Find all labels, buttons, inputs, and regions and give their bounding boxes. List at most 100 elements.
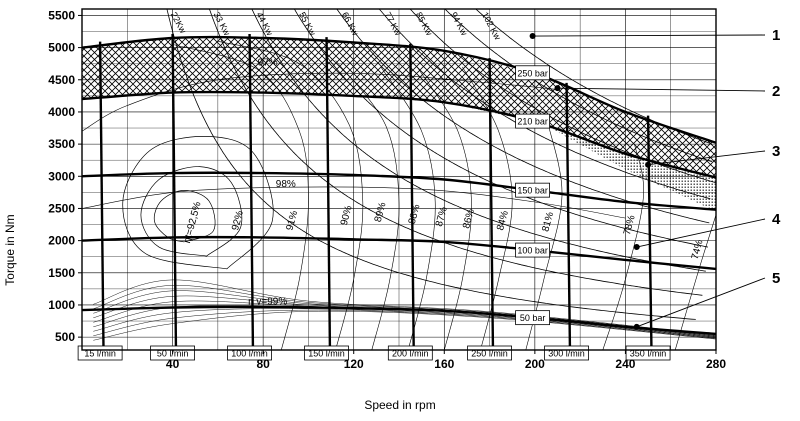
x-tick-label: 120 [344,357,364,371]
x-tick-label: 240 [615,357,635,371]
y-tick-label: 3000 [48,169,75,183]
callouts: 1 2 3 4 5 [529,27,781,330]
efficiency-contour [335,60,400,351]
x-tick-label: 80 [256,357,270,371]
flow-line [325,37,332,351]
pressure-curve [81,305,717,336]
pressure-curve [81,235,717,271]
efficiency-label: 92% [230,209,246,231]
pressure-label-box [515,242,550,258]
callout-leader [636,218,766,248]
efficiency-label: 90% [339,204,355,226]
pressure-label: 250 bar [517,68,548,78]
callout-leader [648,150,766,166]
pressure-label: 210 bar [517,117,548,127]
efficiency-contour [93,309,717,339]
flow-line [248,33,255,351]
power-curve-label: 94 Kw [449,10,470,37]
x-axis-label: Speed in rpm [364,398,435,412]
power-curve-label: 44 Kw [254,10,275,37]
callout-leader [636,277,766,328]
flow-label: 250 l/min [471,349,508,359]
pressure-label: 100 bar [517,246,548,256]
flow-line [98,41,105,351]
y-tick-label: 4000 [48,105,75,119]
y-tick-label: 3500 [48,137,75,151]
efficiency-contour [93,310,717,341]
efficiency-label: 88% [407,203,423,225]
flow-line [565,82,572,351]
efficiency-label: 91% [285,209,301,231]
pressure-label-box [515,65,550,81]
plot-frame [81,8,717,351]
efficiency-label: 87% [434,206,450,228]
pressure-label-box [515,182,550,198]
y-tick-label: 2500 [48,201,75,215]
efficiency-contour [93,308,717,339]
efficiency-label: 89% [373,201,389,223]
efficiency-contour [93,285,717,336]
power-curve-label: 66 Kw [340,10,361,37]
flow-label: 150 l/min [308,349,345,359]
efficiency-label: 98% [276,179,296,190]
x-tick-label: 200 [525,357,545,371]
chart-labels: Torque in Nm Speed in rpm [3,214,436,412]
flow-label: 15 l/min [84,349,116,359]
y-tick-label: 5500 [48,8,75,22]
pressure-label: 150 bar [517,186,548,196]
operating-bands [82,38,716,212]
y-tick-label: 5000 [48,41,75,55]
x-tick-label: 40 [166,357,180,371]
power-curve-label: 77 Kw [383,10,404,37]
y-tick-label: 4500 [48,73,75,87]
callout-number: 4 [772,211,781,228]
pressure-label-box [515,310,550,326]
efficiency-contour [93,295,717,337]
callout-number: 3 [772,143,780,160]
y-axis-label: Torque in Nm [3,214,17,285]
y-tick-label: 500 [55,330,75,344]
pressure-curve [81,171,717,211]
efficiency-label: η v=99% [248,296,287,307]
y-tick-label: 1000 [48,298,75,312]
power-curve-label: 55 Kw [297,10,318,37]
efficiency-label: 74% [690,238,706,260]
callout-number: 1 [772,27,780,44]
y-tick-label: 2000 [48,234,75,248]
efficiency-contour [122,136,274,270]
efficiency-contour [93,279,717,336]
flow-label: 200 l/min [392,349,429,359]
flow-line [488,58,495,351]
flow-label: 350 l/min [630,349,667,359]
flow-line [646,115,653,351]
efficiency-contour [81,186,626,219]
x-tick-label: 160 [434,357,454,371]
power-curve-label: 85 Kw [414,10,435,37]
hatched-band [82,38,716,178]
axes: 500 1000 1500 2000 2500 3000 3500 4000 4500 5000 5… [48,8,726,371]
flow-label: 100 l/min [231,349,268,359]
pressure-curve [81,90,717,179]
pressure-curves: 250 bar 210 bar 150 bar 100 bar 50 bar [81,35,717,336]
y-tick-label: 1500 [48,266,75,280]
callout-leader [557,87,766,92]
efficiency-contour [416,66,472,351]
x-tick-label: 280 [706,357,726,371]
efficiency-contour [674,214,717,351]
flow-line [409,43,415,351]
pressure-label-box [515,113,550,129]
dotted-band [546,125,716,212]
flow-label: 300 l/min [548,349,585,359]
efficiency-label: 78% [622,214,638,236]
callout-number: 5 [772,270,780,287]
efficiency-contour [140,166,243,257]
pressure-curve [81,35,717,144]
efficiency-label: 86% [461,208,477,230]
efficiency-label: 81% [540,211,556,233]
efficiency-label: 84% [495,209,511,231]
callout-leader [532,34,766,37]
callout-number: 2 [772,83,780,100]
flow-line [171,33,178,351]
